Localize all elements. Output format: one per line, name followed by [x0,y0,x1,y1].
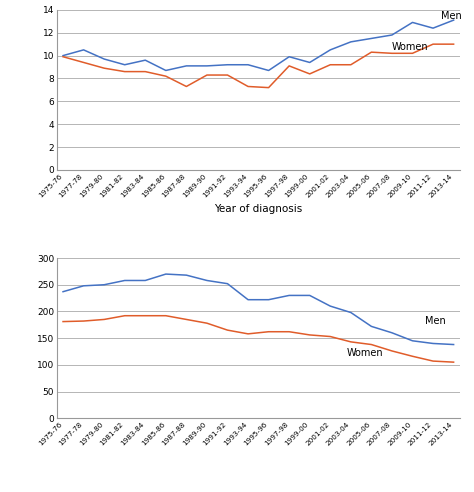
Text: Women: Women [392,42,428,52]
Text: Men: Men [441,11,462,21]
Text: Men: Men [425,316,446,326]
Text: Women: Women [346,348,383,358]
X-axis label: Year of diagnosis: Year of diagnosis [214,204,302,214]
